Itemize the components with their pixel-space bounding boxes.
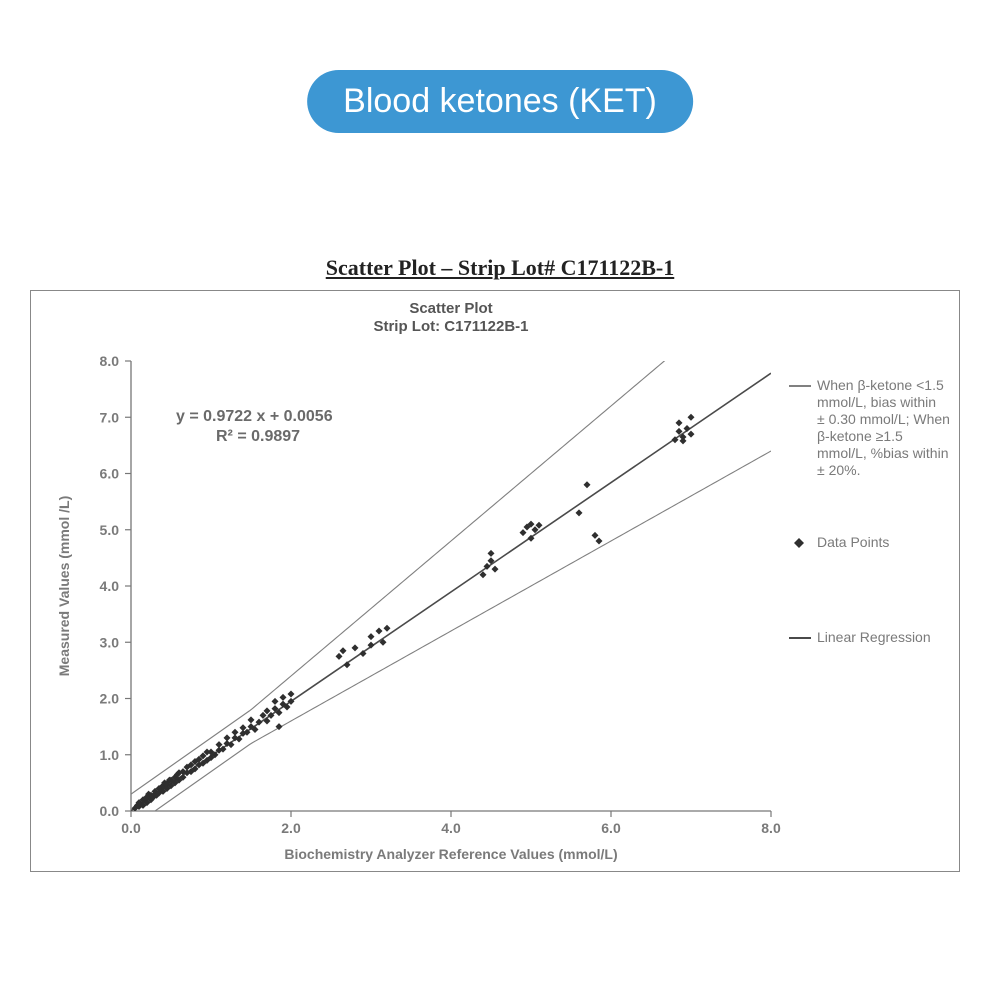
data-point (224, 734, 231, 741)
data-point (584, 481, 591, 488)
y-axis-label: Measured Values (mmol /L) (56, 496, 72, 677)
data-point (340, 647, 347, 654)
data-point (288, 691, 295, 698)
y-tick-label: 7.0 (100, 409, 120, 425)
chart-inner-title-1: Scatter Plot (409, 300, 492, 317)
data-point (596, 538, 603, 545)
y-tick-label: 5.0 (100, 522, 120, 538)
legend-regression: Linear Regression (817, 629, 931, 645)
data-point (376, 628, 383, 635)
data-point (368, 633, 375, 640)
subtitle: Scatter Plot – Strip Lot# C171122B-1 (326, 255, 675, 281)
data-point (492, 566, 499, 573)
data-point (280, 694, 287, 701)
title-pill-text: Blood ketones (KET) (343, 82, 657, 120)
data-point (592, 532, 599, 539)
data-point (536, 522, 543, 529)
data-point (248, 716, 255, 723)
scatter-chart: Scatter PlotStrip Lot: C171122B-1 0.0 2.0 4… (31, 291, 959, 871)
data-point (240, 724, 247, 731)
data-point (680, 437, 687, 444)
x-tick-label: 8.0 (761, 820, 781, 836)
x-axis-label: Biochemistry Analyzer Reference Values (… (284, 846, 617, 862)
y-tick-label: 0.0 (100, 803, 120, 819)
title-pill: Blood ketones (KET) (307, 70, 693, 133)
legend-point-swatch (794, 538, 804, 548)
data-point (688, 431, 695, 438)
x-tick-label: 4.0 (441, 820, 461, 836)
data-point (520, 529, 527, 536)
chart-frame: Scatter PlotStrip Lot: C171122B-1 0.0 2.0 4… (30, 290, 960, 872)
regression-equation: y = 0.9722 x + 0.0056 (176, 408, 333, 425)
x-tick-label: 2.0 (281, 820, 301, 836)
data-point (688, 414, 695, 421)
chart-inner-title-2: Strip Lot: C171122B-1 (373, 318, 528, 335)
data-point (264, 707, 271, 714)
data-point (232, 729, 239, 736)
legend-bias-text: When β-ketone <1.5 (817, 377, 944, 393)
legend-bias-text: ± 20%. (817, 462, 860, 478)
bias-lower-line (131, 451, 771, 828)
x-tick-label: 0.0 (121, 820, 141, 836)
legend-bias-text: ± 0.30 mmol/L; When (817, 411, 950, 427)
data-point (352, 644, 359, 651)
y-tick-label: 4.0 (100, 578, 120, 594)
legend-data-points: Data Points (817, 534, 889, 550)
data-point (384, 625, 391, 632)
x-tick-label: 6.0 (601, 820, 621, 836)
bias-upper-line (131, 291, 771, 794)
legend-bias-text: β-ketone ≥1.5 (817, 428, 903, 444)
data-point (216, 741, 223, 748)
y-tick-label: 1.0 (100, 747, 120, 763)
data-point (488, 550, 495, 557)
y-tick-label: 3.0 (100, 634, 120, 650)
legend-bias-text: mmol/L, bias within (817, 394, 936, 410)
page-root: Blood ketones (KET) Scatter Plot – Strip… (0, 0, 1000, 1000)
data-point (336, 653, 343, 660)
legend-bias-text: mmol/L, %bias within (817, 445, 949, 461)
data-point (684, 425, 691, 432)
data-point (272, 698, 279, 705)
y-tick-label: 2.0 (100, 691, 120, 707)
y-tick-label: 6.0 (100, 466, 120, 482)
data-point (676, 419, 683, 426)
regression-r2: R² = 0.9897 (216, 428, 300, 445)
data-point (576, 509, 583, 516)
y-tick-label: 8.0 (100, 353, 120, 369)
